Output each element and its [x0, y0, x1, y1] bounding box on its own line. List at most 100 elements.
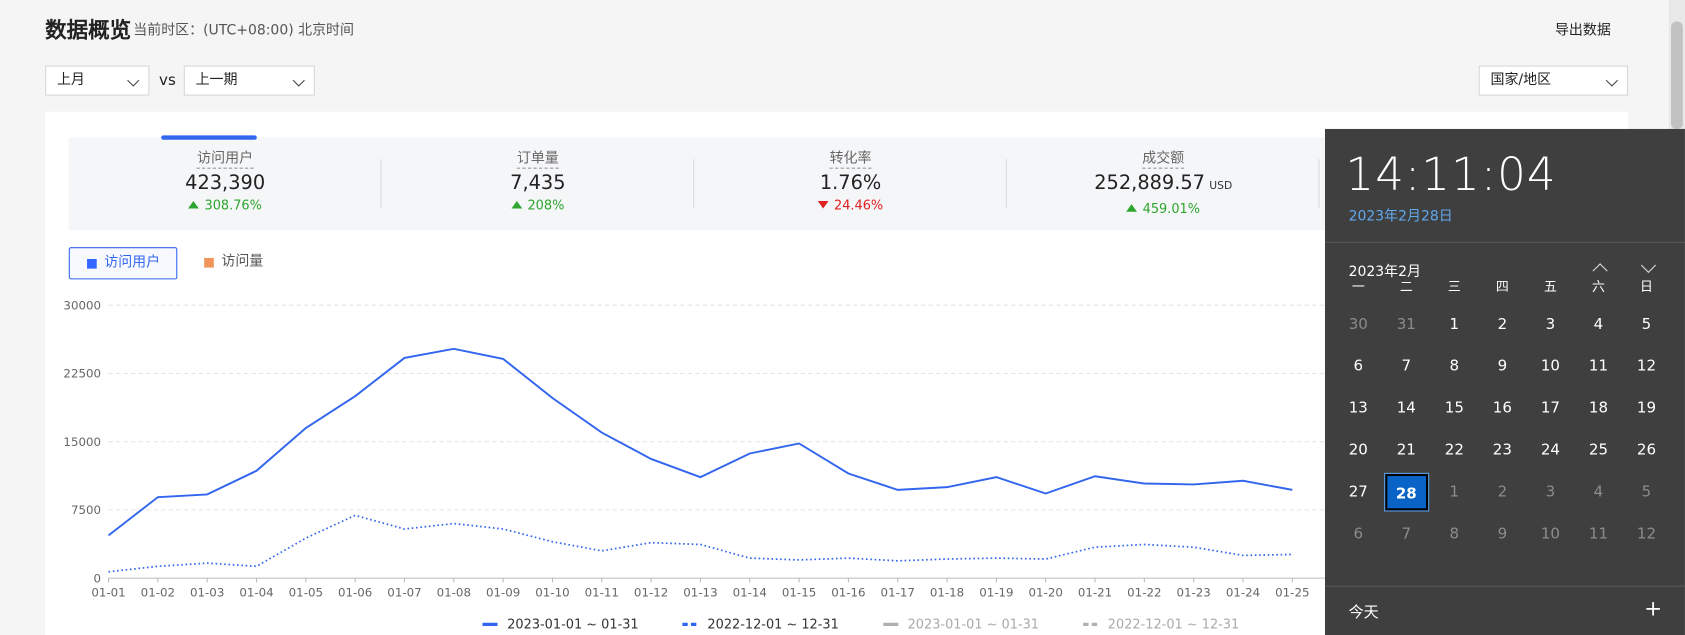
calendar-day[interactable]: 7: [1401, 357, 1412, 376]
kpi-value-row: 252,889.57 USD: [1007, 172, 1320, 199]
calendar-day[interactable]: 6: [1353, 357, 1364, 376]
calendar-day[interactable]: 31: [1396, 315, 1416, 334]
calendar-day[interactable]: 1: [1449, 315, 1460, 334]
calendar-day[interactable]: 6: [1353, 525, 1364, 543]
calendar-day[interactable]: 4: [1593, 315, 1604, 334]
calendar-day[interactable]: 1: [1449, 483, 1460, 501]
calendar-day[interactable]: 2: [1497, 483, 1508, 501]
calendar-day[interactable]: 19: [1636, 399, 1657, 417]
kpi-card[interactable]: 成交额 252,889.57 USD 459.01%: [1007, 138, 1320, 230]
tab-label: 访问用户: [104, 254, 161, 271]
calendar-flyout: 14:11:04 2023年2月28日 2023年2月 一二三四五六日 30 31 1…: [1324, 128, 1685, 635]
calendar-day[interactable]: 24: [1540, 441, 1561, 459]
legend-label: 2022-12-01 ~ 12-31: [707, 616, 839, 632]
weekday: 四: [1495, 279, 1509, 295]
calendar-day[interactable]: 27: [1348, 483, 1368, 501]
x-tick-label: 01-13: [683, 585, 717, 599]
kpi-label: 成交额: [1142, 150, 1185, 169]
calendar-day[interactable]: 2: [1497, 315, 1508, 334]
calendar-day[interactable]: 10: [1540, 525, 1561, 543]
calendar-day[interactable]: 7: [1401, 525, 1412, 543]
legend-item[interactable]: 2023-01-01 ~ 01-31: [882, 617, 1039, 632]
x-tick-label: 01-14: [733, 585, 767, 599]
calendar-day[interactable]: 21: [1396, 441, 1416, 459]
calendar-day[interactable]: 22: [1444, 441, 1464, 459]
active-indicator: [161, 135, 257, 140]
kpi-change-row: 208%: [381, 197, 694, 214]
x-tick-label: 01-04: [239, 585, 273, 599]
legend-label: 2023-01-01 ~ 01-31: [507, 616, 639, 632]
calendar-day[interactable]: 11: [1588, 525, 1609, 543]
calendar-day[interactable]: 13: [1348, 399, 1368, 417]
calendar-day[interactable]: 14: [1396, 399, 1416, 417]
calendar-day[interactable]: 4: [1593, 483, 1604, 501]
period-text: 上月: [56, 71, 85, 89]
calendar-day[interactable]: 17: [1540, 399, 1561, 417]
calendar-day[interactable]: 3: [1545, 483, 1556, 501]
calendar-day[interactable]: 15: [1444, 399, 1464, 417]
x-tick-label: 01-22: [1127, 585, 1161, 599]
legend-item[interactable]: 2022-12-01 ~ 12-31: [1082, 617, 1239, 632]
calendar-day[interactable]: 18: [1588, 399, 1609, 417]
calendar-day[interactable]: 20: [1348, 441, 1368, 459]
kpi-card[interactable]: 订单量 7,435 208%: [381, 138, 695, 230]
kpi-label: 订单量: [516, 150, 559, 169]
month-label[interactable]: 2023年2月: [1348, 264, 1422, 281]
kpi-change: 208%: [527, 197, 565, 213]
calendar-day[interactable]: 28: [1383, 472, 1429, 512]
x-tick-label: 01-02: [141, 585, 175, 599]
calendar-day[interactable]: 10: [1540, 357, 1561, 376]
y-tick-label: 7500: [71, 503, 101, 517]
calendar-day[interactable]: 25: [1588, 441, 1609, 459]
x-tick-label: 01-21: [1078, 585, 1112, 599]
kpi-value-row: 423,390: [69, 172, 382, 196]
compare-select[interactable]: 上一期: [183, 65, 315, 96]
x-tick-label: 01-06: [338, 585, 372, 599]
add-event[interactable]: +: [1644, 595, 1663, 622]
separator: [693, 159, 695, 209]
export-button[interactable]: 导出数据: [1554, 22, 1611, 39]
series-line: [108, 514, 1293, 573]
calendar-day[interactable]: 23: [1492, 441, 1512, 459]
weekday: 六: [1592, 279, 1605, 295]
calendar-day[interactable]: 9: [1497, 357, 1508, 376]
date[interactable]: 2023年2月28日: [1348, 208, 1453, 225]
x-tick-label: 01-10: [535, 585, 569, 599]
calendar-day[interactable]: 3: [1545, 315, 1556, 334]
x-tick-label: 01-17: [881, 585, 915, 599]
x-tick-label: 01-19: [979, 585, 1013, 599]
x-tick-label: 01-15: [782, 585, 816, 599]
calendar-day[interactable]: 16: [1492, 399, 1512, 417]
period-select[interactable]: 上月: [45, 65, 150, 96]
calendar-day[interactable]: 5: [1641, 315, 1652, 334]
today-label[interactable]: 今天: [1348, 603, 1379, 622]
kpi-change: 459.01%: [1142, 200, 1200, 216]
calendar-day[interactable]: 26: [1636, 441, 1657, 459]
kpi-card[interactable]: 访问用户 423,390 308.76%: [69, 138, 382, 230]
kpi-value-row: 1.76%: [694, 172, 1007, 196]
legend-item[interactable]: 2023-01-01 ~ 01-31: [481, 616, 639, 632]
calendar-day[interactable]: 8: [1449, 525, 1460, 543]
legend-icon: [1083, 622, 1099, 626]
kpi-change-row: 308.76%: [69, 197, 382, 214]
legend-label: 2023-01-01 ~ 01-31: [907, 616, 1040, 632]
x-tick-label: 01-01: [91, 585, 125, 599]
region-select[interactable]: 国家/地区: [1478, 65, 1629, 96]
calendar-day[interactable]: 5: [1641, 483, 1652, 501]
kpi-label: 访问用户: [197, 150, 254, 169]
kpi-value: 7,435: [510, 171, 566, 195]
trend-arrow: [817, 200, 829, 209]
calendar-day[interactable]: 11: [1588, 357, 1609, 376]
calendar-day[interactable]: 8: [1449, 357, 1460, 376]
calendar-day[interactable]: 12: [1636, 357, 1657, 376]
calendar-day[interactable]: 9: [1497, 525, 1508, 543]
y-tick-label: 22500: [63, 367, 101, 381]
calendar-day[interactable]: 30: [1348, 315, 1368, 334]
metric-tab[interactable]: 访问用户: [68, 247, 178, 280]
metric-tab[interactable]: 访问量: [187, 247, 284, 279]
legend-item[interactable]: 2022-12-01 ~ 12-31: [682, 617, 839, 632]
tab-label: 访问量: [221, 253, 264, 270]
kpi-card[interactable]: 转化率 1.76% 24.46%: [694, 138, 1007, 230]
calendar-day[interactable]: 12: [1636, 525, 1657, 543]
kpi-strip: 访问用户 423,390 308.76% 订单量 7,435 208% 转化率 1.76% 24…: [68, 137, 1327, 230]
